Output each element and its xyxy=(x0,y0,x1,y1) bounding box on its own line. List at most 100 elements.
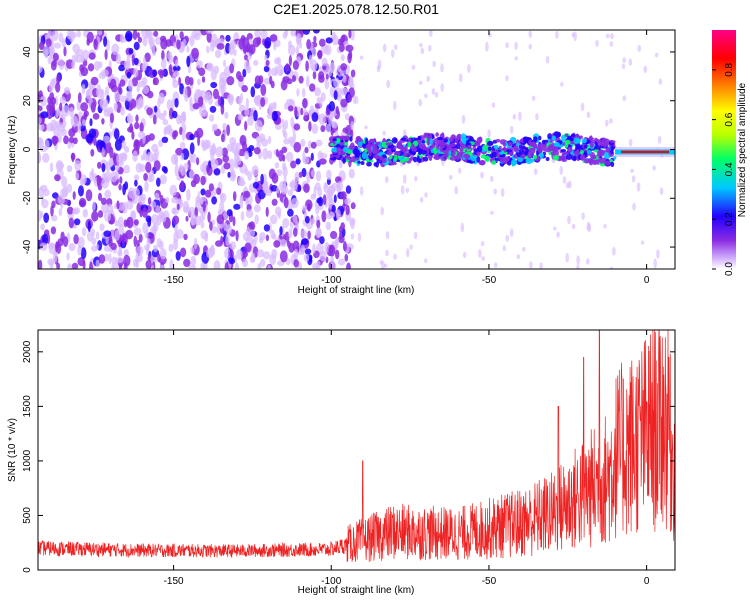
noise-cell xyxy=(304,215,310,224)
noise-cell xyxy=(142,56,146,68)
noise-cell xyxy=(630,168,634,173)
noise-cell xyxy=(135,252,139,264)
noise-cell xyxy=(263,251,271,260)
noise-cell xyxy=(56,74,61,85)
noise-cell xyxy=(95,259,101,268)
noise-cell xyxy=(119,95,128,103)
noise-cell xyxy=(71,60,76,70)
noise-cell xyxy=(394,44,398,50)
signal-cell xyxy=(431,143,436,148)
noise-cell xyxy=(350,120,355,131)
noise-cell xyxy=(260,259,266,267)
noise-cell xyxy=(320,92,326,102)
noise-cell xyxy=(659,187,664,195)
noise-cell xyxy=(457,167,462,174)
noise-cell xyxy=(521,246,526,252)
signal-cell xyxy=(610,161,615,167)
noise-cell xyxy=(300,107,304,116)
noise-cell xyxy=(652,165,656,171)
noise-cell xyxy=(253,95,261,105)
noise-cell xyxy=(610,32,614,40)
noise-cell xyxy=(267,264,271,269)
noise-cell xyxy=(225,34,231,42)
signal-cell xyxy=(529,158,535,163)
noise-cell xyxy=(302,30,311,35)
noise-cell xyxy=(105,235,109,245)
noise-cell xyxy=(505,75,509,82)
noise-cell xyxy=(189,142,195,155)
noise-cell xyxy=(237,75,244,82)
noise-cell xyxy=(128,48,134,55)
noise-cell xyxy=(657,135,662,144)
noise-cell xyxy=(319,152,328,159)
signal-cell xyxy=(443,138,448,143)
noise-cell xyxy=(500,188,505,198)
noise-cell xyxy=(182,86,188,98)
noise-cell xyxy=(300,247,306,254)
noise-cell xyxy=(61,176,68,188)
signal-cell xyxy=(498,145,502,150)
signal-cell xyxy=(487,140,494,146)
noise-cell xyxy=(204,189,212,198)
noise-cell xyxy=(293,123,301,131)
noise-cell xyxy=(311,112,319,123)
noise-cell xyxy=(151,50,157,57)
noise-cell xyxy=(82,208,89,218)
signal-cell xyxy=(385,142,393,146)
noise-cell xyxy=(103,210,112,222)
noise-cell xyxy=(112,152,117,164)
noise-cell xyxy=(56,262,60,269)
signal-cell xyxy=(586,139,591,144)
noise-cell xyxy=(122,233,126,245)
noise-cell xyxy=(209,114,215,122)
noise-cell xyxy=(80,102,89,112)
noise-cell xyxy=(379,259,384,265)
noise-cell xyxy=(152,222,159,232)
signal-cell xyxy=(592,155,597,160)
signal-cell xyxy=(610,140,616,144)
noise-cell xyxy=(42,45,50,57)
noise-cell xyxy=(431,88,436,95)
noise-cell xyxy=(197,78,201,86)
signal-cell xyxy=(604,151,608,158)
noise-cell xyxy=(285,151,294,162)
noise-cell xyxy=(85,133,94,144)
signal-cell xyxy=(386,150,393,156)
noise-cell xyxy=(658,78,663,85)
noise-cell xyxy=(535,113,539,121)
noise-cell xyxy=(432,60,436,68)
signal-cell xyxy=(428,157,433,161)
signal-cell xyxy=(552,148,559,153)
noise-cell xyxy=(105,141,112,154)
noise-cell xyxy=(260,97,266,108)
noise-cell xyxy=(305,60,309,72)
noise-cell xyxy=(189,35,195,47)
noise-cell xyxy=(162,118,169,126)
snr-panel: -150 -100 -50 0 0 500 1000 1500 2000 Height of … xyxy=(7,329,676,596)
noise-cell xyxy=(133,67,139,78)
spectrogram-panel: -150 -100 -50 0 -40 -20 0 20 40 Height of strai… xyxy=(7,29,676,296)
signal-cell xyxy=(365,137,369,145)
noise-cell xyxy=(137,36,143,43)
noise-cell xyxy=(103,36,108,47)
noise-cell xyxy=(96,88,104,99)
noise-cell xyxy=(509,125,514,134)
noise-cell xyxy=(99,97,104,109)
noise-cell xyxy=(101,147,105,158)
noise-cell xyxy=(330,230,338,240)
noise-cell xyxy=(288,55,292,66)
noise-cell xyxy=(612,246,616,256)
signal-cell xyxy=(474,141,478,146)
noise-cell xyxy=(124,181,129,191)
noise-cell xyxy=(179,126,183,136)
noise-cell xyxy=(418,98,423,107)
noise-cell xyxy=(265,59,270,66)
noise-cell xyxy=(263,224,270,232)
noise-cell xyxy=(244,120,248,131)
noise-cell xyxy=(420,47,425,55)
noise-cell xyxy=(325,108,331,116)
noise-cell xyxy=(171,98,175,110)
x-tick-label: -100 xyxy=(321,576,341,587)
noise-cell xyxy=(311,123,319,134)
noise-cell xyxy=(152,114,157,125)
